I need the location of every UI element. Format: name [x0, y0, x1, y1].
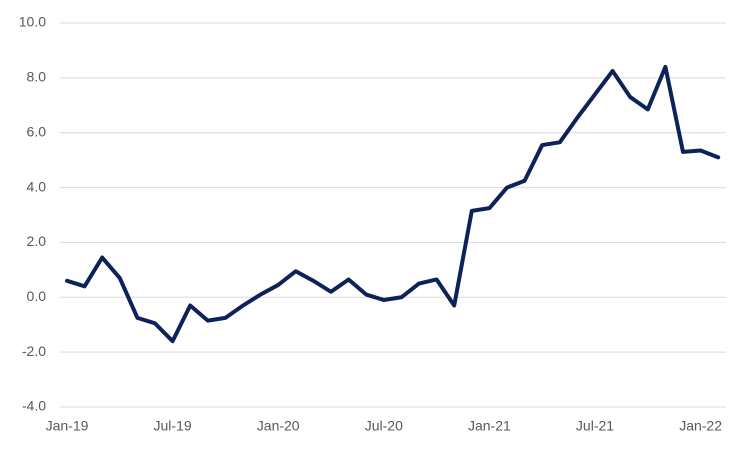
x-tick-label: Jul-21	[576, 418, 614, 434]
x-tick-label: Jan-21	[468, 418, 511, 434]
x-tick-label: Jul-20	[365, 418, 403, 434]
y-tick-label: 10.0	[19, 14, 46, 30]
data-line	[65, 64, 721, 344]
y-tick-label: 0.0	[27, 288, 47, 304]
x-tick-label: Jan-22	[679, 418, 722, 434]
x-tick-label: Jan-19	[46, 418, 89, 434]
y-tick-label: 8.0	[27, 69, 47, 85]
y-tick-label: 6.0	[27, 123, 47, 139]
y-tick-label: -4.0	[22, 398, 46, 414]
y-tick-label: 2.0	[27, 233, 47, 249]
y-tick-label: 4.0	[27, 178, 47, 194]
x-tick-label: Jul-19	[154, 418, 192, 434]
x-tick-label: Jan-20	[257, 418, 300, 434]
y-tick-label: -2.0	[22, 343, 46, 359]
